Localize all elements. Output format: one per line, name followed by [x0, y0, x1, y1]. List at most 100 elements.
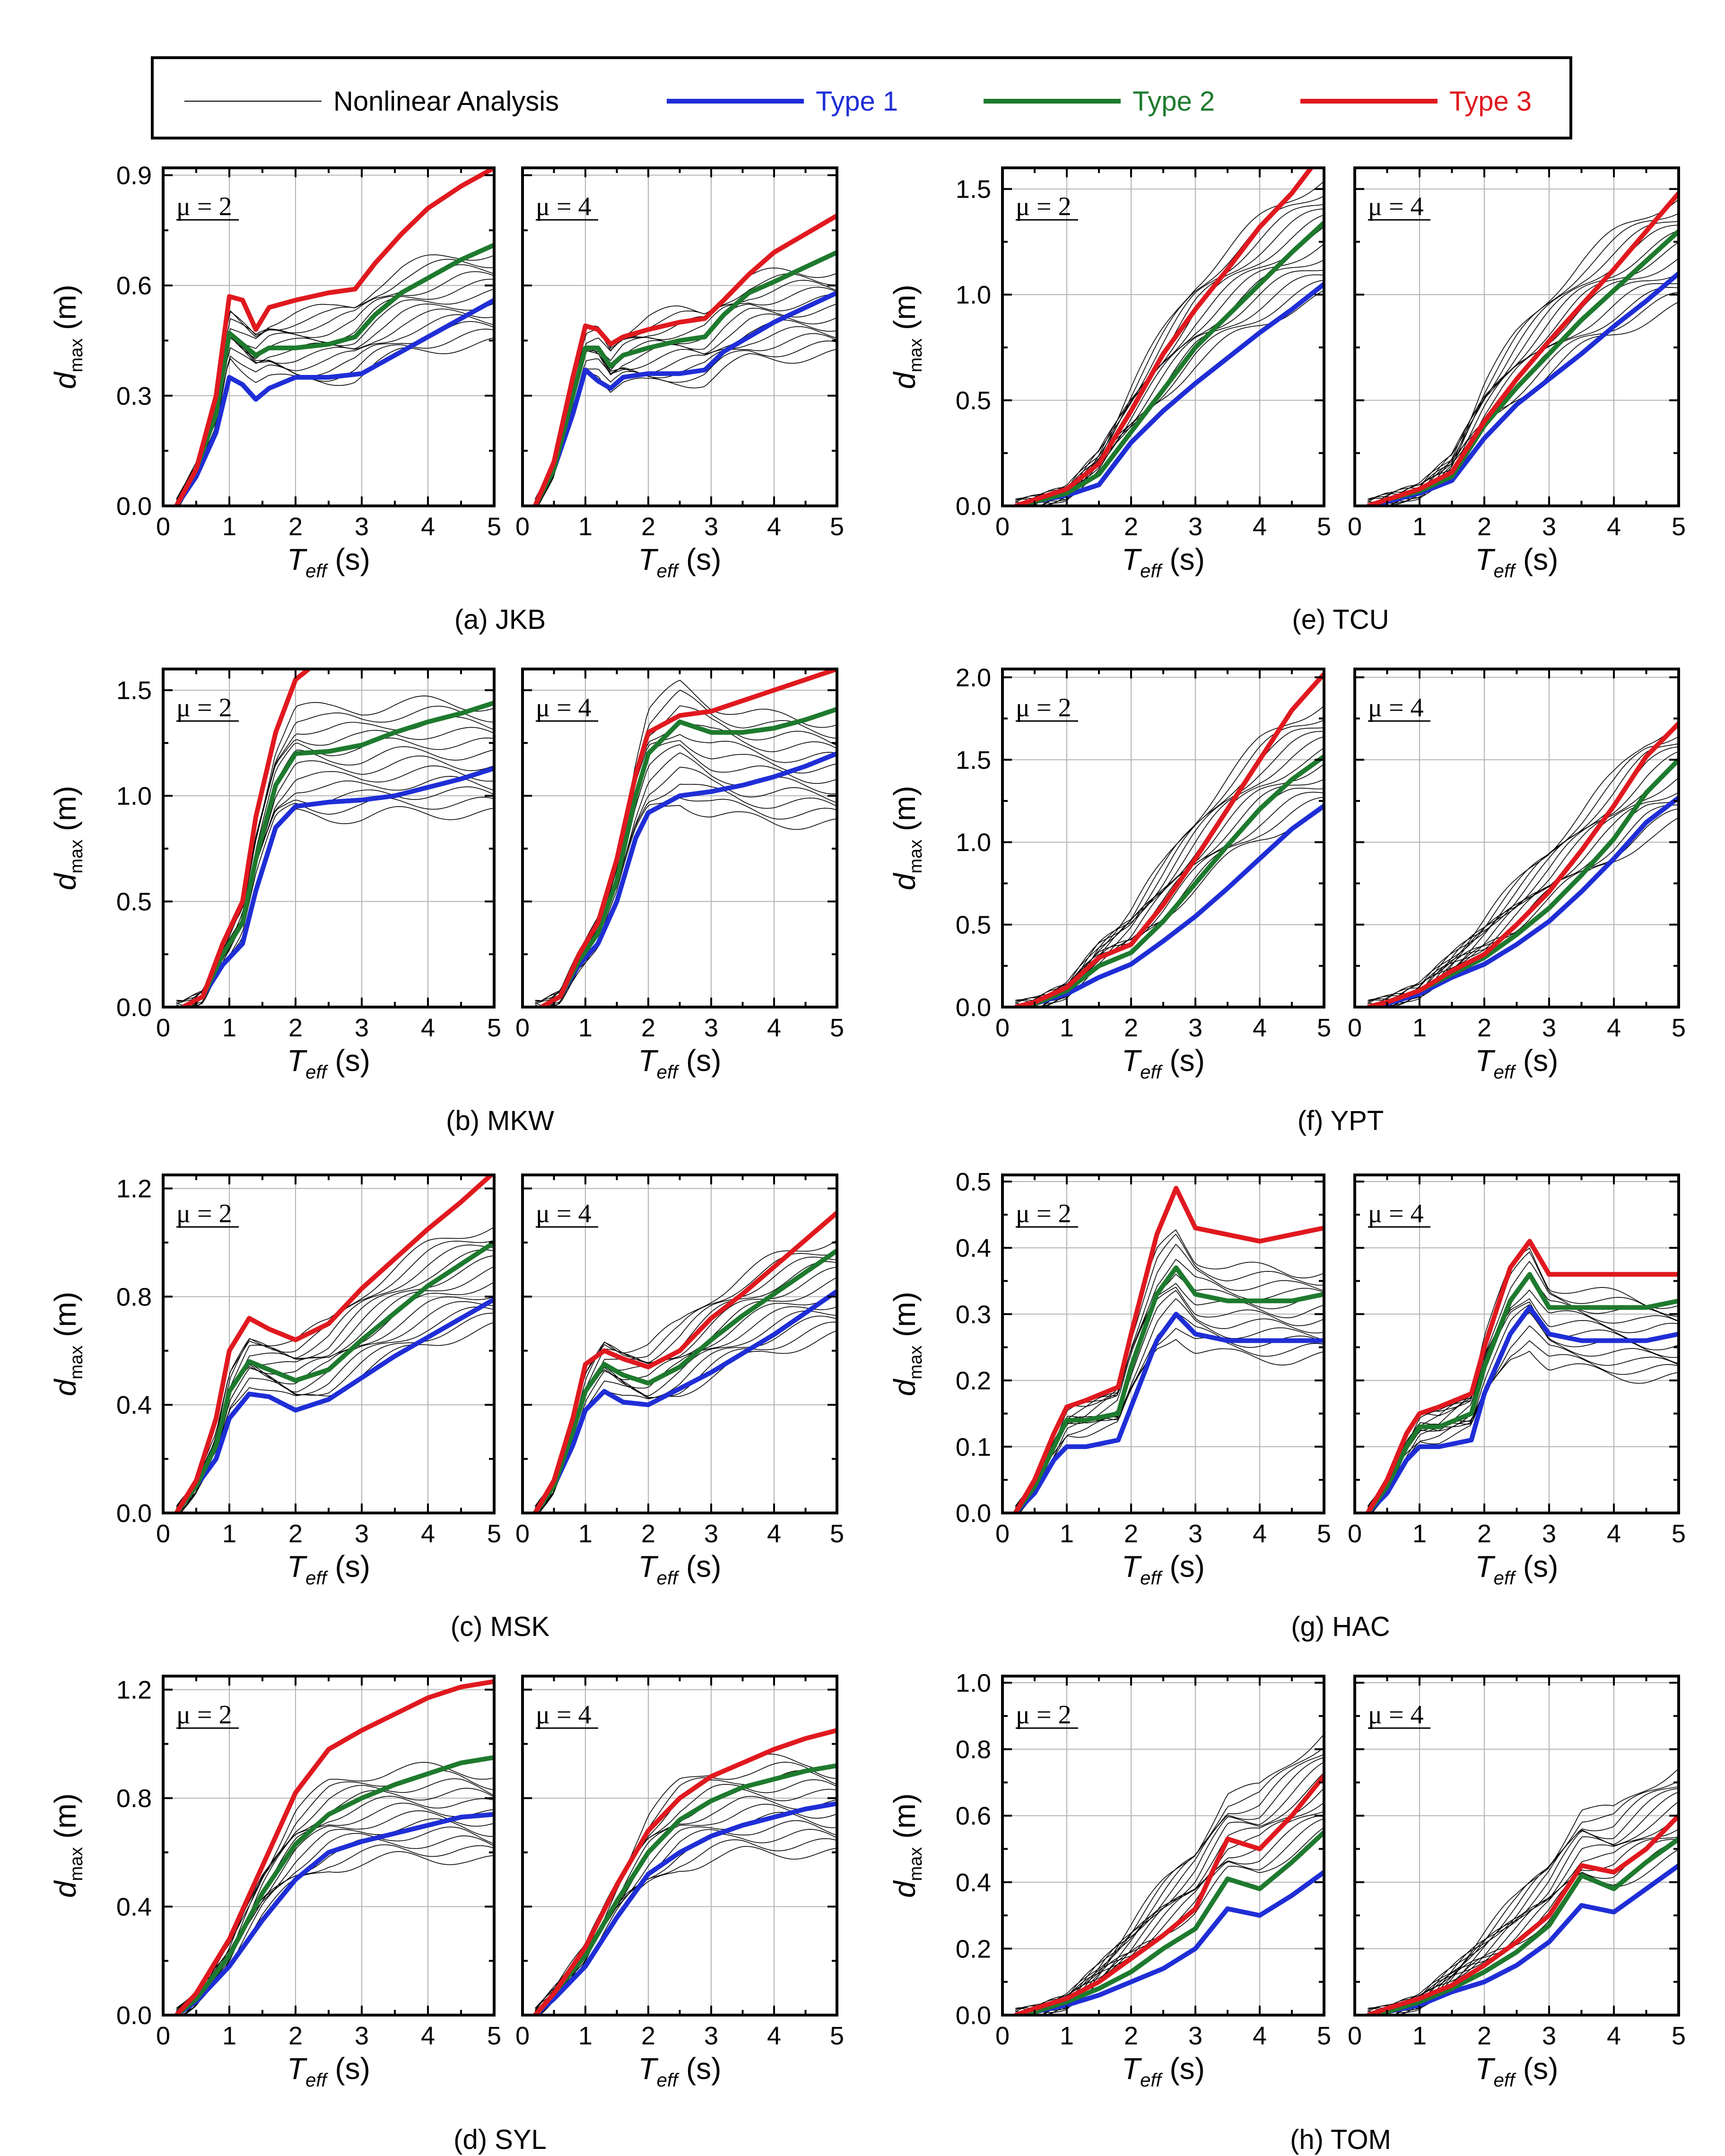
x-axis-unit: (s): [1515, 1043, 1558, 1078]
nonlinear-curve: [1367, 762, 1679, 1004]
x-axis-subscript: eff: [1494, 561, 1516, 582]
x-axis-label: Teff (s): [287, 1043, 370, 1083]
x-axis-unit: (s): [327, 1043, 370, 1078]
x-tick-label: 0: [1348, 2022, 1362, 2050]
chart-caption: (f) YPT: [1298, 1105, 1384, 1136]
nonlinear-curve: [1368, 283, 1679, 506]
nonlinear-curve: [1015, 195, 1324, 506]
ductility-label: μ = 2: [176, 1199, 232, 1228]
nonlinear-curve: [176, 1844, 494, 2009]
x-axis-symbol: T: [1475, 1043, 1496, 1078]
x-axis-symbol: T: [1122, 542, 1142, 576]
x-tick-label: 3: [1542, 513, 1556, 541]
nonlinear-curve: [176, 1826, 494, 2015]
x-tick-label: 2: [641, 1014, 655, 1042]
nonlinear-curve: [1368, 736, 1679, 1007]
x-tick-label: 1: [222, 513, 236, 541]
x-tick-label: 2: [1124, 513, 1138, 541]
x-axis-label: Teff (s): [638, 542, 722, 582]
x-tick-label: 2: [1124, 1520, 1138, 1548]
x-tick-label: 1: [1060, 1014, 1074, 1042]
x-axis-symbol: T: [287, 1549, 307, 1583]
panel-g-2: 0 1 2 3 4 5 Teff (s) μ = 4: [1348, 1174, 1686, 1589]
y-axis-symbol: d: [48, 371, 82, 389]
nonlinear-curve: [1368, 225, 1679, 504]
nonlinear-curve: [1367, 1340, 1679, 1507]
nonlinear-curve: [1368, 273, 1679, 506]
x-tick-label: 0: [1348, 1520, 1362, 1548]
nonlinear-curve: [176, 797, 494, 1002]
nonlinear-curve: [1015, 764, 1324, 1007]
ductility-label: μ = 2: [176, 693, 232, 722]
y-axis-unit: (m): [48, 786, 82, 840]
nonlinear-curve: [1368, 221, 1679, 506]
x-axis-subscript: eff: [657, 561, 680, 582]
x-tick-label: 3: [704, 513, 718, 541]
type3-curve: [1367, 722, 1679, 1007]
x-tick-label: 1: [1412, 1520, 1427, 1548]
type3-curve: [1367, 191, 1679, 506]
y-tick-label: 1.2: [116, 1175, 152, 1203]
nonlinear-curve: [1015, 727, 1324, 1007]
x-axis-symbol: T: [1122, 2052, 1142, 2086]
nonlinear-curve: [534, 1846, 837, 2011]
x-axis-label: Teff (s): [1122, 1549, 1205, 1589]
x-tick-label: 4: [767, 2022, 781, 2050]
ductility-label: μ = 4: [536, 1700, 592, 1730]
y-tick-label: 1.5: [116, 677, 152, 705]
x-tick-label: 2: [641, 513, 655, 541]
x-tick-label: 2: [1124, 1014, 1138, 1042]
nonlinear-family: [1015, 1229, 1324, 1513]
nonlinear-curve: [176, 278, 494, 500]
panel-g-1: 0 1 2 3 4 5 0.0 0.1 0.2 0.3 0.4 0.5 dmax (m) Teff (s)…: [888, 1168, 1331, 1589]
y-tick-label: 2.0: [956, 663, 991, 692]
x-axis-unit: (s): [327, 1549, 370, 1583]
x-tick-label: 4: [767, 1520, 781, 1548]
nonlinear-curve: [1015, 1283, 1324, 1510]
x-axis-symbol: T: [287, 2052, 307, 2086]
nonlinear-curve: [1015, 1259, 1324, 1510]
chart-f: 0 1 2 3 4 5 0.0 0.5 1.0 1.5 2.0 dmax (m) Teff (s) μ =…: [888, 663, 1686, 1136]
x-tick-label: 1: [578, 1520, 592, 1548]
nonlinear-curve: [1368, 1780, 1679, 2015]
ductility-label: μ = 2: [1016, 192, 1072, 221]
y-tick-label: 0.2: [956, 1935, 991, 1963]
nonlinear-curve: [176, 1244, 494, 1513]
chart-caption: (b) MKW: [446, 1105, 554, 1136]
type2-curve: [174, 243, 494, 506]
chart-caption: (h) TOM: [1290, 2124, 1391, 2155]
x-tick-label: 5: [830, 1014, 844, 1042]
nonlinear-curve: [1015, 279, 1324, 504]
ductility-label: μ = 4: [536, 1199, 592, 1228]
chart-g: 0 1 2 3 4 5 0.0 0.1 0.2 0.3 0.4 0.5 dmax (m) Teff (s)…: [888, 1168, 1686, 1642]
y-axis-unit: (m): [48, 1793, 82, 1847]
x-tick-label: 1: [1412, 513, 1427, 541]
x-tick-label: 5: [1317, 1520, 1331, 1548]
y-tick-label: 0.8: [116, 1283, 152, 1311]
y-tick-label: 0.5: [116, 888, 152, 916]
nonlinear-curve: [535, 766, 837, 1007]
y-axis-unit: (m): [888, 285, 922, 339]
nonlinear-curve: [176, 765, 494, 1007]
nonlinear-curve: [176, 1778, 494, 2015]
x-axis-subscript: eff: [305, 561, 328, 582]
nonlinear-curve: [1368, 792, 1679, 1007]
y-tick-label: 1.0: [116, 782, 152, 810]
type2-curve: [1015, 1830, 1324, 2015]
x-tick-label: 0: [156, 2022, 170, 2050]
x-tick-label: 4: [1253, 513, 1267, 541]
nonlinear-curve: [176, 756, 494, 1007]
x-tick-label: 2: [288, 1520, 303, 1548]
nonlinear-family: [176, 1762, 494, 2015]
y-tick-label: 0.8: [116, 1784, 152, 1813]
nonlinear-curve: [1015, 1757, 1324, 2015]
y-axis-subscript: max: [906, 840, 926, 874]
ductility-label: μ = 2: [1016, 1199, 1072, 1228]
x-axis-symbol: T: [638, 1043, 659, 1078]
type3-curve: [540, 669, 837, 1007]
y-tick-label: 1.0: [956, 281, 991, 309]
x-tick-label: 5: [487, 1520, 501, 1548]
nonlinear-curve: [1015, 1298, 1324, 1513]
y-tick-label: 0.0: [956, 492, 991, 521]
